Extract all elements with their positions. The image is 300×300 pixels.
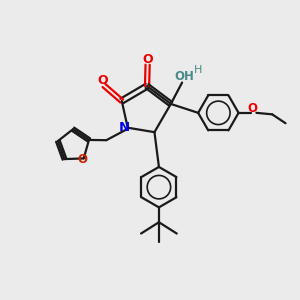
Text: N: N [119,121,130,134]
Text: OH: OH [174,70,194,83]
Text: O: O [247,102,257,115]
Text: H: H [194,65,202,75]
Text: O: O [77,152,88,166]
Text: O: O [97,74,108,87]
Text: O: O [142,53,153,66]
